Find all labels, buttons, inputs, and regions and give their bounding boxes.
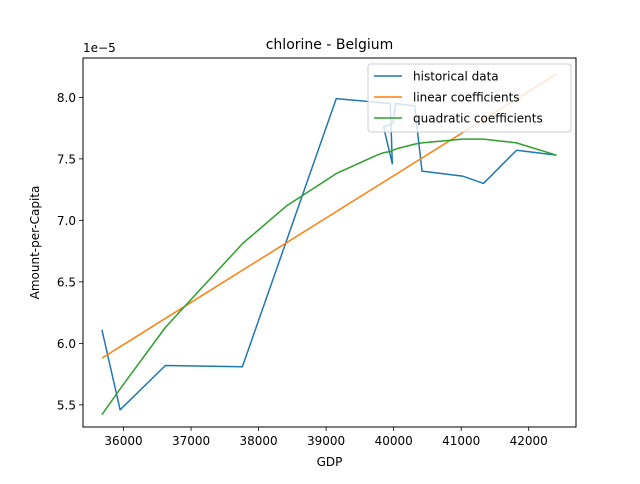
- series-line-3: [101, 138, 557, 416]
- y-tick-label: 7.5: [57, 152, 76, 166]
- x-tick-label: 41000: [442, 434, 480, 448]
- y-tick-label: 8.0: [57, 91, 76, 105]
- y-tick-label: 6.5: [57, 275, 76, 289]
- plot-frame: [82, 57, 577, 428]
- y-tick-label: 6.0: [57, 337, 76, 351]
- x-tick-label: 36000: [104, 434, 142, 448]
- legend-label-3: quadratic coefficients: [413, 112, 543, 126]
- axis-ticks: 36000 37000 38000 39000 40000 41000 42000 5.5 6.…: [57, 91, 548, 448]
- y-tick-label: 7.0: [57, 214, 76, 228]
- x-tick-label: 42000: [510, 434, 548, 448]
- legend-label-1: historical data: [413, 70, 499, 84]
- y-axis-offset-text: 1e−5: [83, 41, 116, 55]
- x-tick-label: 38000: [239, 434, 277, 448]
- legend-box: [367, 63, 572, 133]
- x-tick-label: 39000: [307, 434, 345, 448]
- x-tick-label: 40000: [375, 434, 413, 448]
- legend: historical data linear coefficients quadra…: [367, 63, 572, 133]
- x-tick-label: 37000: [172, 434, 210, 448]
- x-axis-label: GDP: [317, 455, 343, 469]
- y-axis-label: Amount-per-Capita: [28, 186, 42, 300]
- legend-label-2: linear coefficients: [413, 91, 520, 105]
- y-tick-label: 5.5: [57, 398, 76, 412]
- chart-title: chlorine - Belgium: [266, 37, 394, 53]
